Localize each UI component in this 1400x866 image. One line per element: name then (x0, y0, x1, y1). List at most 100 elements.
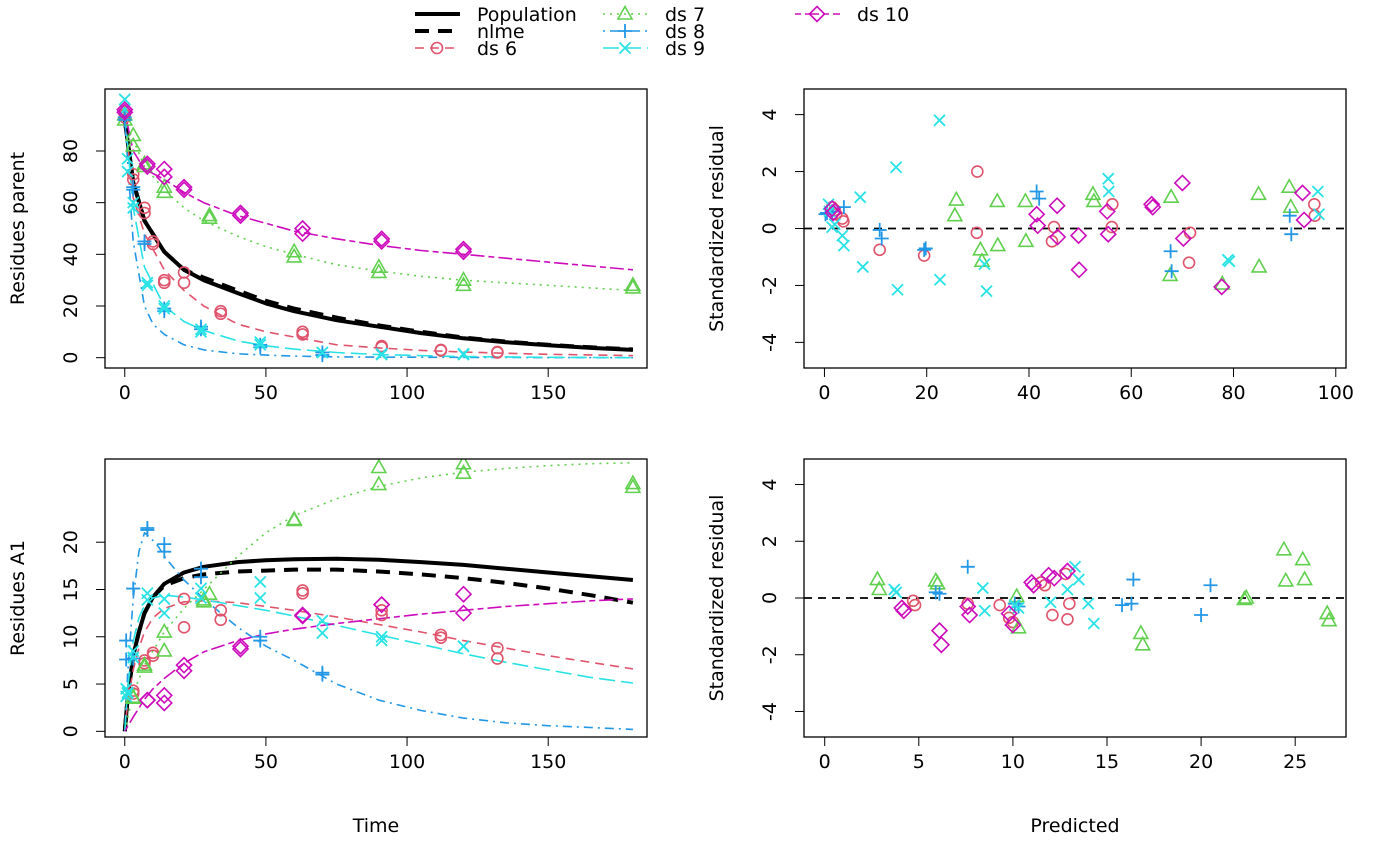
point-ds-7 (624, 278, 642, 294)
point-ds-6 (157, 276, 171, 290)
point-ds-10 (932, 636, 951, 654)
legend-label: ds 10 (857, 4, 909, 26)
x-tick-label: 60 (1119, 382, 1143, 404)
point-ds-6 (177, 276, 191, 290)
point-ds-7 (195, 592, 213, 608)
curve-ds-9 (124, 112, 633, 359)
point-ds-9 (158, 299, 171, 313)
y-axis-label: Residues A1 (7, 540, 29, 656)
legend-marker-ds-6 (430, 41, 444, 55)
curve-ds-8 (124, 119, 633, 359)
point-ds-10 (959, 597, 977, 616)
point-ds-9 (1102, 185, 1115, 198)
point-ds-6 (296, 586, 309, 600)
x-tick-label: 40 (1017, 382, 1041, 404)
point-ds-7 (201, 209, 218, 224)
point-ds-7 (1017, 232, 1035, 248)
point-ds-7 (370, 459, 388, 474)
point-ds-10 (231, 206, 250, 225)
point-ds-9 (1312, 208, 1326, 221)
point-ds-9 (1068, 560, 1082, 573)
point-ds-7 (1277, 571, 1295, 587)
x-tick-label: 10 (1001, 751, 1025, 773)
y-tick-label: 0 (759, 222, 781, 234)
point-ds-6 (157, 273, 171, 287)
point-ds-7 (1282, 198, 1300, 213)
point-ds-9 (254, 575, 267, 589)
x-tick-label: 0 (818, 382, 830, 404)
curve-ds-9 (124, 594, 634, 732)
x-tick-label: 50 (254, 382, 278, 404)
y-tick-label: 4 (759, 109, 781, 121)
x-tick-label: 100 (389, 382, 425, 404)
point-ds-7 (155, 178, 173, 193)
x-tick-label: 150 (530, 382, 566, 404)
point-ds-10 (155, 168, 173, 186)
point-ds-6 (1061, 612, 1074, 626)
point-ds-9 (889, 161, 903, 174)
point-ds-8 (1029, 184, 1044, 199)
point-ds-7 (1008, 587, 1026, 603)
point-ds-7 (1275, 540, 1293, 556)
point-ds-10 (1048, 197, 1066, 215)
point-ds-8 (917, 242, 932, 257)
point-ds-6 (970, 226, 984, 240)
point-ds-9 (158, 592, 171, 606)
point-ds-7 (1162, 188, 1180, 203)
point-ds-10 (1058, 562, 1077, 580)
point-ds-7 (285, 242, 303, 258)
point-ds-9 (316, 626, 329, 640)
point-ds-10 (293, 225, 312, 243)
point-ds-9 (121, 165, 134, 178)
point-ds-6 (1307, 198, 1321, 211)
y-tick-label: 2 (759, 166, 781, 178)
y-tick-label: 40 (60, 242, 82, 266)
point-ds-7 (1017, 192, 1034, 208)
point-ds-7 (1161, 266, 1179, 282)
legend-label: ds 6 (477, 38, 517, 60)
plot-area (804, 114, 1346, 298)
x-axis-label: Predicted (1030, 815, 1119, 837)
point-ds-9 (976, 581, 989, 595)
point-ds-10 (231, 640, 250, 658)
point-ds-9 (127, 651, 140, 664)
point-ds-10 (893, 599, 911, 617)
point-ds-6 (375, 603, 388, 617)
y-tick-label: 60 (60, 191, 82, 215)
point-ds-7 (1237, 588, 1255, 604)
point-ds-9 (316, 346, 329, 359)
x-tick-label: 20 (915, 382, 939, 404)
point-ds-6 (177, 621, 191, 634)
point-ds-9 (158, 606, 171, 620)
point-ds-7 (624, 276, 642, 292)
point-ds-7 (870, 580, 888, 596)
x-tick-label: 0 (119, 382, 131, 404)
point-ds-6 (1045, 235, 1059, 248)
point-ds-7 (929, 574, 946, 590)
x-tick-label: 5 (913, 751, 925, 773)
point-ds-7 (370, 263, 388, 279)
point-ds-9 (375, 630, 388, 643)
point-ds-9 (121, 687, 134, 700)
legend-label: ds 8 (665, 21, 705, 43)
point-ds-7 (155, 183, 173, 199)
point-ds-10 (1004, 616, 1022, 634)
point-ds-10 (454, 240, 473, 258)
panel-residuals-A1: 0 5 10 15 20 25 -4 -2 0 2 4 Standardized residual Pr… (706, 458, 1347, 837)
point-ds-10 (155, 694, 173, 712)
y-tick-label: 80 (60, 139, 82, 163)
point-ds-6 (491, 652, 504, 665)
point-ds-6 (375, 608, 388, 622)
point-ds-7 (155, 622, 173, 638)
point-ds-10 (1029, 217, 1047, 235)
point-ds-6 (214, 603, 228, 617)
point-ds-6 (1046, 608, 1059, 622)
curve-ds-6 (124, 117, 633, 357)
point-ds-7 (455, 464, 472, 479)
point-ds-7 (285, 511, 303, 527)
point-ds-9 (158, 302, 171, 315)
point-ds-9 (828, 218, 841, 231)
point-ds-6 (177, 592, 191, 606)
point-ds-8 (1032, 191, 1047, 206)
point-ds-10 (175, 656, 193, 674)
